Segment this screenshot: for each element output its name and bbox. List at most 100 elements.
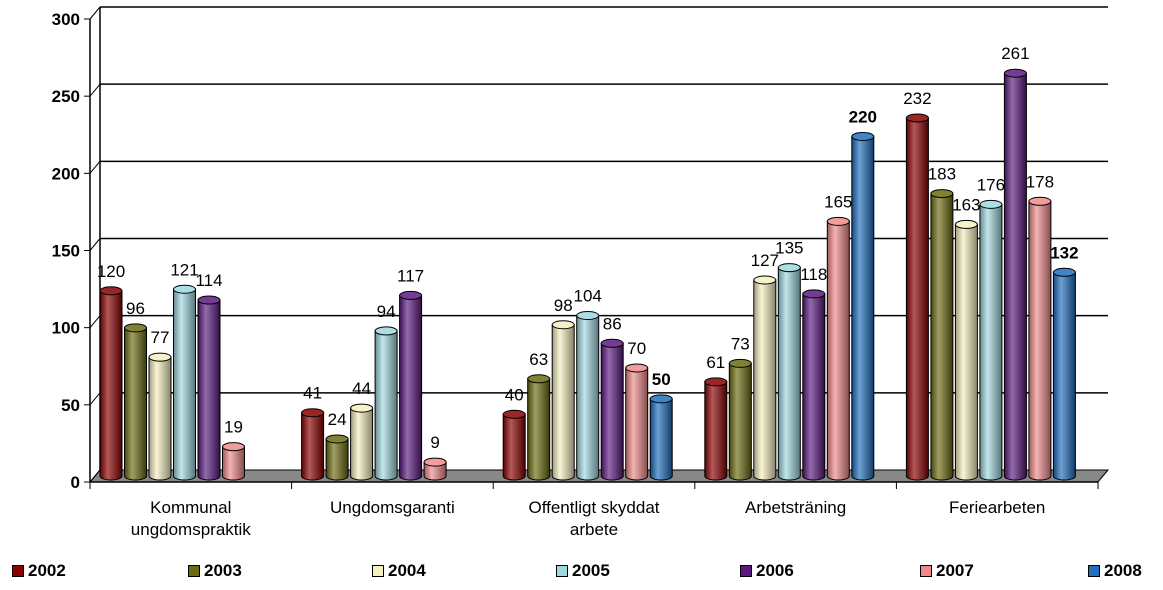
bar: [374, 326, 398, 481]
x-category-label: Arbetsträning: [745, 498, 846, 517]
data-label: 96: [126, 299, 145, 318]
depth-connector: [89, 6, 101, 20]
x-category-label: Ungdomsgaranti: [330, 498, 455, 517]
legend: 2002 2003 2004 2005 2006 2007 2008: [0, 561, 1163, 587]
bar: [704, 377, 728, 481]
data-label: 120: [97, 262, 125, 281]
x-category-label: Feriearbeten: [949, 498, 1045, 517]
data-label: 24: [328, 410, 347, 429]
data-label: 41: [303, 384, 322, 403]
legend-swatch: [740, 565, 752, 577]
axes: 0 50 100 150 200 250 300 Kommunal ungdomspraktik…: [52, 6, 1099, 539]
bar: [777, 263, 801, 481]
data-label: 117: [397, 266, 424, 285]
data-label: 40: [505, 385, 524, 404]
bar: [1028, 196, 1052, 481]
legend-label: 2007: [936, 561, 974, 580]
chart-plot: 0 50 100 150 200 250 300 Kommunal ungdomspraktik…: [52, 6, 1110, 539]
legend-item: 2003: [188, 561, 242, 581]
legend-label: 2002: [28, 561, 66, 580]
bar: [1003, 68, 1027, 481]
data-label: 232: [903, 89, 931, 108]
bar: [301, 408, 325, 481]
y-tick-label: 250: [52, 87, 80, 106]
x-category-label: arbete: [570, 520, 618, 539]
legend-item: 2007: [920, 561, 974, 581]
legend-item: 2005: [556, 561, 610, 581]
bar: [551, 320, 575, 481]
data-label: 127: [751, 251, 779, 270]
data-label: 163: [952, 195, 980, 214]
legend-label: 2003: [204, 561, 242, 580]
legend-item: 2006: [740, 561, 794, 581]
depth-connector: [89, 392, 101, 406]
bar: [905, 113, 929, 481]
data-label: 220: [849, 107, 877, 126]
depth-connector: [89, 83, 101, 97]
bar: [600, 338, 624, 481]
x-category-label: Kommunal: [150, 498, 231, 517]
legend-swatch: [188, 565, 200, 577]
bar: [148, 352, 172, 481]
bar: [826, 216, 850, 481]
legend-label: 2006: [756, 561, 794, 580]
bar: [753, 275, 777, 481]
data-label: 19: [224, 418, 243, 437]
bar: [124, 323, 147, 481]
bar: [728, 358, 752, 481]
depth-connector: [89, 315, 101, 328]
data-label: 121: [170, 260, 198, 279]
bar: [99, 286, 123, 481]
bar: [350, 403, 374, 481]
data-label: 261: [1001, 44, 1029, 63]
y-tick-label: 200: [52, 164, 80, 183]
legend-label: 2004: [388, 561, 426, 580]
data-label: 178: [1026, 172, 1054, 191]
bar: [576, 310, 600, 481]
data-label: 98: [554, 296, 573, 315]
legend-swatch: [12, 565, 24, 577]
legend-item: 2004: [372, 561, 426, 581]
data-label: 118: [800, 265, 827, 284]
y-tick-label: 50: [61, 396, 80, 415]
data-label: 165: [824, 192, 852, 211]
data-label: 104: [574, 286, 602, 305]
data-label: 94: [377, 302, 396, 321]
y-tick-label: 150: [52, 242, 80, 261]
depth-connector: [89, 161, 101, 174]
data-label: 135: [775, 239, 803, 258]
data-label: 132: [1050, 243, 1078, 262]
legend-item: 2008: [1088, 561, 1142, 581]
bar: [851, 131, 875, 481]
data-label: 61: [706, 353, 725, 372]
bar: [1052, 267, 1076, 481]
bar: [527, 374, 551, 481]
bar: [222, 442, 245, 481]
data-label: 70: [627, 339, 646, 358]
bars: [99, 68, 1076, 481]
data-label: 73: [731, 334, 750, 353]
bar: [625, 363, 649, 481]
y-tick-label: 0: [71, 473, 80, 492]
legend-swatch: [1088, 565, 1100, 577]
data-label: 77: [151, 328, 170, 347]
x-category-label: ungdomspraktik: [131, 520, 252, 539]
legend-swatch: [556, 565, 568, 577]
bar: [649, 394, 673, 481]
legend-swatch: [920, 565, 932, 577]
bar: [423, 457, 447, 481]
bar: [502, 409, 526, 481]
bar: [802, 289, 826, 481]
bar: [399, 290, 423, 481]
legend-label: 2005: [572, 561, 610, 580]
data-label: 50: [652, 370, 671, 389]
data-label: 9: [430, 433, 439, 452]
legend-item: 2002: [12, 561, 66, 581]
legend-swatch: [372, 565, 384, 577]
data-label: 63: [529, 350, 548, 369]
bar: [325, 434, 349, 481]
data-label: 176: [977, 175, 1005, 194]
y-tick-label: 300: [52, 10, 80, 29]
bar: [954, 219, 978, 481]
